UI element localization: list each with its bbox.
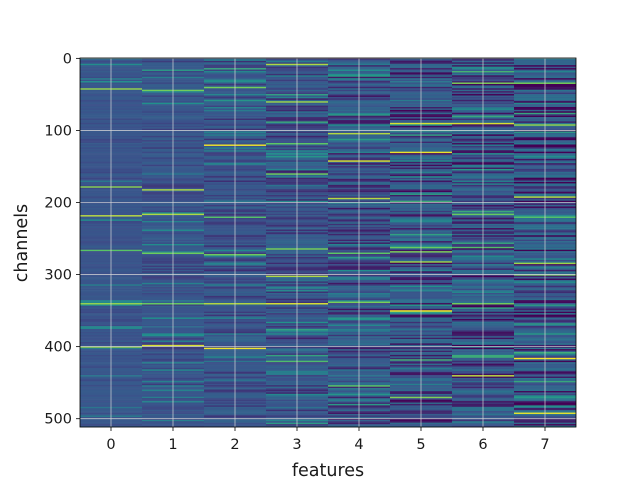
y-tick-label: 100 xyxy=(44,123,72,139)
x-tick-label: 1 xyxy=(168,437,177,453)
x-tick-label: 3 xyxy=(292,437,301,453)
y-tick-label: 200 xyxy=(44,196,72,212)
y-axis-ticks: 0 100 200 300 400 500 xyxy=(44,51,80,428)
x-axis-label: features xyxy=(292,461,364,480)
x-tick-label: 5 xyxy=(416,437,425,453)
x-axis-ticks: 0 1 2 3 4 5 6 7 xyxy=(106,427,550,453)
y-tick-label: 500 xyxy=(44,412,72,428)
heatmap-cells xyxy=(80,58,576,428)
y-tick-label: 300 xyxy=(44,268,72,284)
x-tick-label: 2 xyxy=(230,437,239,453)
y-axis-label: channels xyxy=(12,204,32,282)
x-tick-label: 4 xyxy=(354,437,363,453)
x-tick-label: 6 xyxy=(478,437,487,453)
plot-frame xyxy=(79,57,577,428)
x-tick-label: 0 xyxy=(106,437,115,453)
grid-lines xyxy=(80,57,576,427)
y-tick-label: 400 xyxy=(44,340,72,356)
y-tick-label: 0 xyxy=(63,51,72,67)
x-tick-label: 7 xyxy=(540,437,549,453)
